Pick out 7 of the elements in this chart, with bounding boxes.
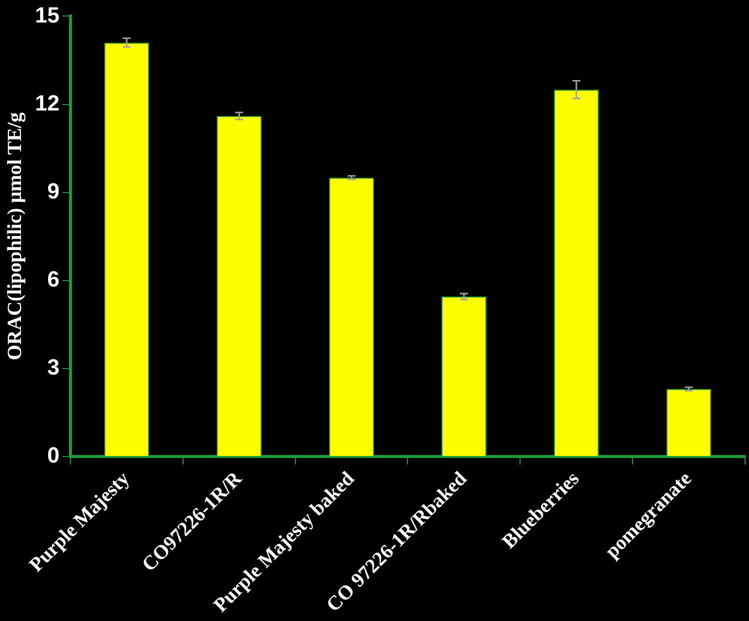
y-tick-label: 15 — [34, 2, 60, 28]
y-axis-title: ORAC(lipophilic) µmol TE/g — [4, 112, 26, 360]
y-tick-label: 3 — [47, 354, 60, 380]
y-tick-label: 12 — [34, 90, 60, 116]
y-tick-label: 0 — [47, 442, 60, 468]
y-tick-label: 9 — [47, 178, 60, 204]
y-tick-label: 6 — [47, 266, 60, 292]
